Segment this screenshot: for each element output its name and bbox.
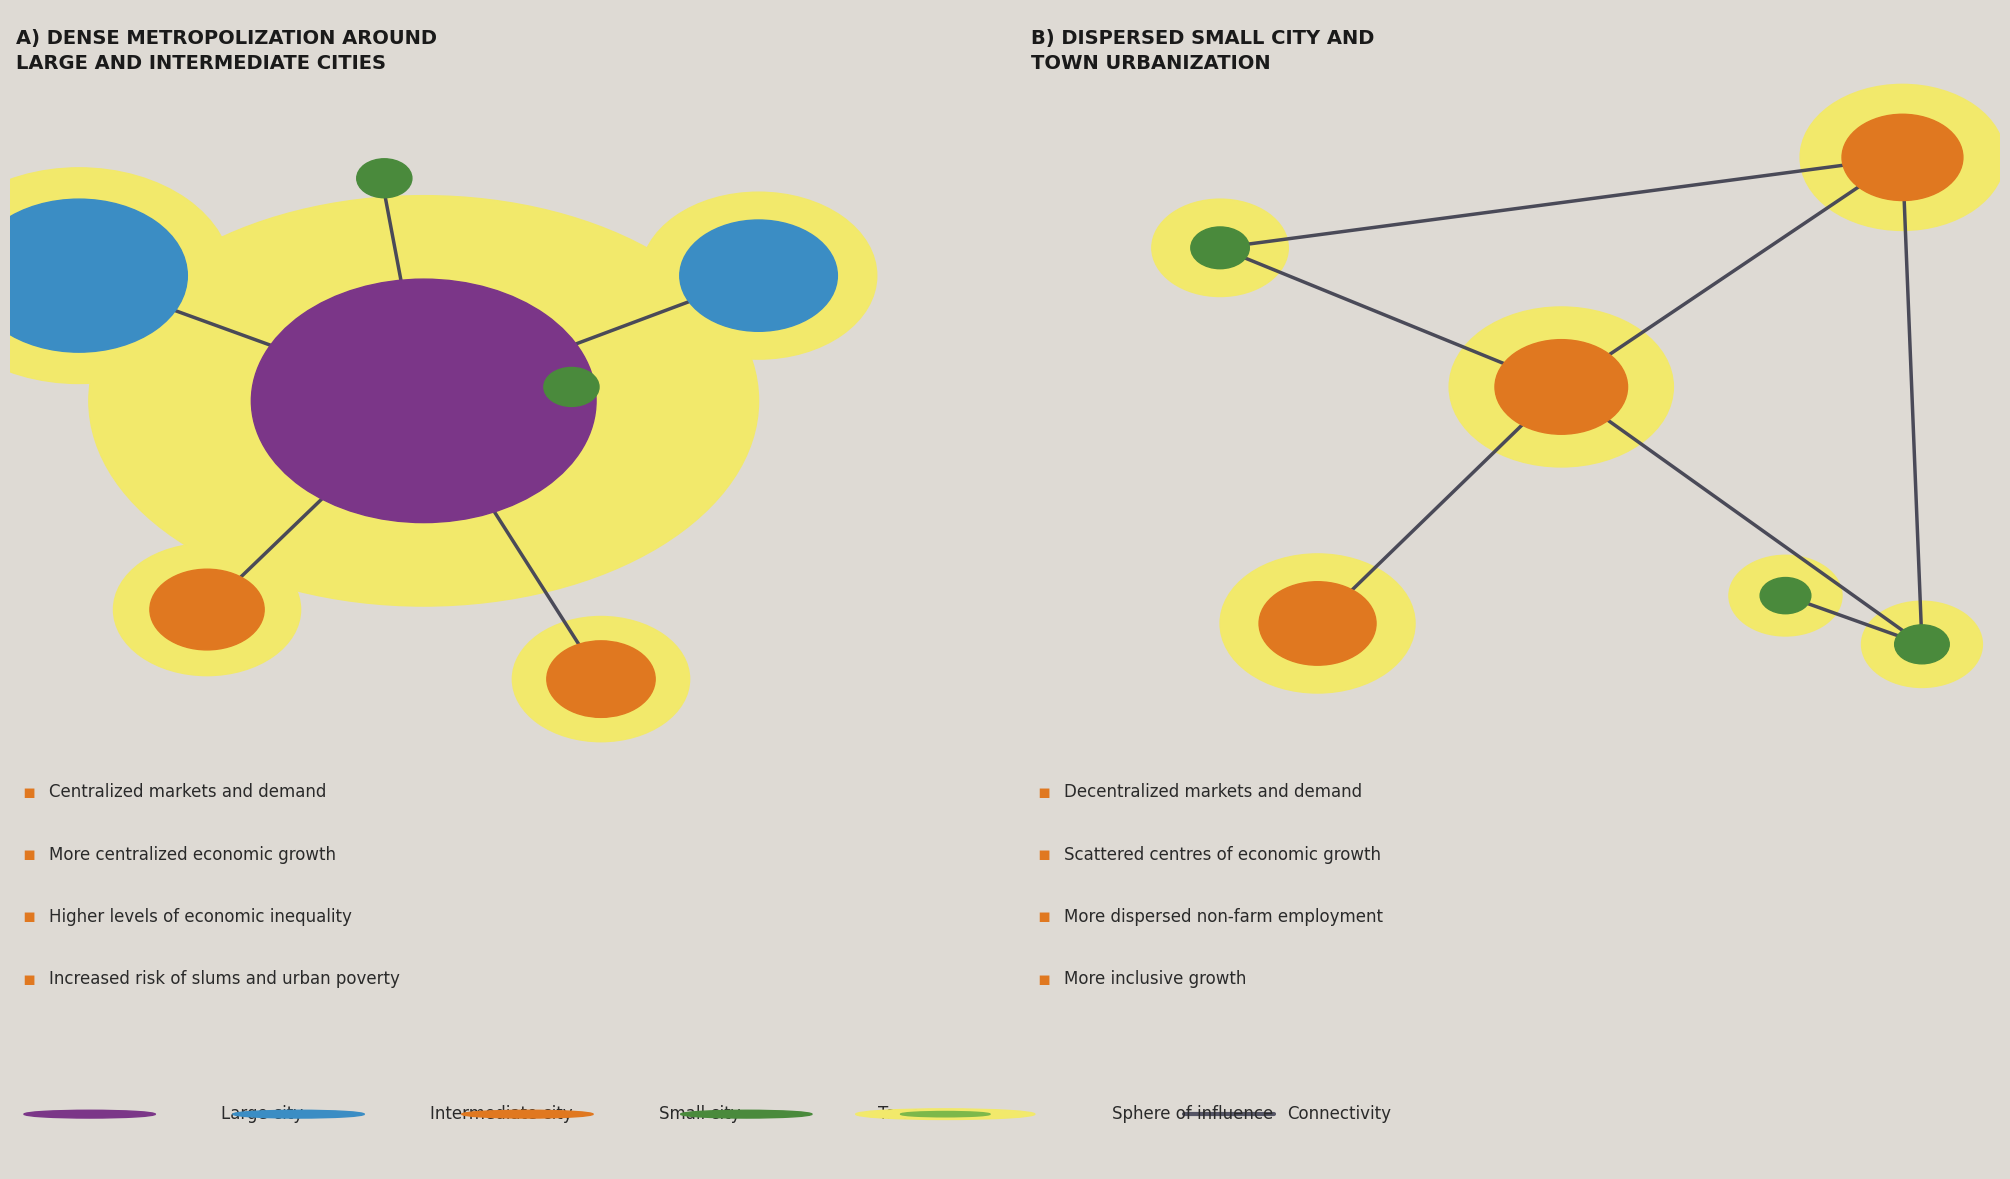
Circle shape <box>856 1108 1035 1120</box>
Text: Scattered centres of economic growth: Scattered centres of economic growth <box>1063 845 1381 864</box>
Text: More inclusive growth: More inclusive growth <box>1063 970 1246 988</box>
Circle shape <box>0 167 231 383</box>
Circle shape <box>545 368 599 407</box>
Text: Centralized markets and demand: Centralized markets and demand <box>50 783 328 802</box>
Text: Small city: Small city <box>659 1105 740 1124</box>
Circle shape <box>547 641 655 717</box>
Circle shape <box>641 192 876 360</box>
Circle shape <box>1729 555 1841 635</box>
Circle shape <box>251 279 597 522</box>
Circle shape <box>681 1111 812 1118</box>
Text: Higher levels of economic inequality: Higher levels of economic inequality <box>50 908 352 926</box>
Text: ▪: ▪ <box>1037 845 1049 864</box>
Text: More centralized economic growth: More centralized economic growth <box>50 845 336 864</box>
Text: Increased risk of slums and urban poverty: Increased risk of slums and urban povert… <box>50 970 400 988</box>
Text: Large city: Large city <box>221 1105 304 1124</box>
Circle shape <box>1220 554 1415 693</box>
Text: ▪: ▪ <box>22 908 34 927</box>
Text: ▪: ▪ <box>22 783 34 802</box>
Text: B) DISPERSED SMALL CITY AND
TOWN URBANIZATION: B) DISPERSED SMALL CITY AND TOWN URBANIZ… <box>1031 29 1375 73</box>
Circle shape <box>1152 199 1288 297</box>
Circle shape <box>24 1111 155 1118</box>
Circle shape <box>513 617 689 742</box>
Text: ▪: ▪ <box>1037 970 1049 989</box>
Circle shape <box>679 220 838 331</box>
Text: ▪: ▪ <box>22 970 34 989</box>
Circle shape <box>1495 340 1628 434</box>
Circle shape <box>1190 228 1250 269</box>
Circle shape <box>1801 85 2004 230</box>
Circle shape <box>113 544 302 676</box>
Circle shape <box>151 569 263 650</box>
Circle shape <box>462 1111 593 1118</box>
Circle shape <box>233 1111 364 1118</box>
Circle shape <box>356 159 412 198</box>
Text: Connectivity: Connectivity <box>1288 1105 1391 1124</box>
Circle shape <box>1449 307 1674 467</box>
Text: ▪: ▪ <box>1037 908 1049 927</box>
Circle shape <box>1761 578 1811 614</box>
Circle shape <box>1895 625 1950 664</box>
Text: Intermediate city: Intermediate city <box>430 1105 573 1124</box>
Text: A) DENSE METROPOLIZATION AROUND
LARGE AND INTERMEDIATE CITIES: A) DENSE METROPOLIZATION AROUND LARGE AN… <box>16 29 436 73</box>
Text: Decentralized markets and demand: Decentralized markets and demand <box>1063 783 1363 802</box>
Circle shape <box>1861 601 1982 687</box>
Text: More dispersed non-farm employment: More dispersed non-farm employment <box>1063 908 1383 926</box>
Circle shape <box>900 1112 991 1117</box>
Text: ▪: ▪ <box>22 845 34 864</box>
Circle shape <box>0 199 187 353</box>
Circle shape <box>1258 581 1377 665</box>
Ellipse shape <box>88 196 758 606</box>
Text: Town: Town <box>878 1105 919 1124</box>
Circle shape <box>1841 114 1964 200</box>
Text: ▪: ▪ <box>1037 783 1049 802</box>
Text: Sphere of influence: Sphere of influence <box>1112 1105 1274 1124</box>
